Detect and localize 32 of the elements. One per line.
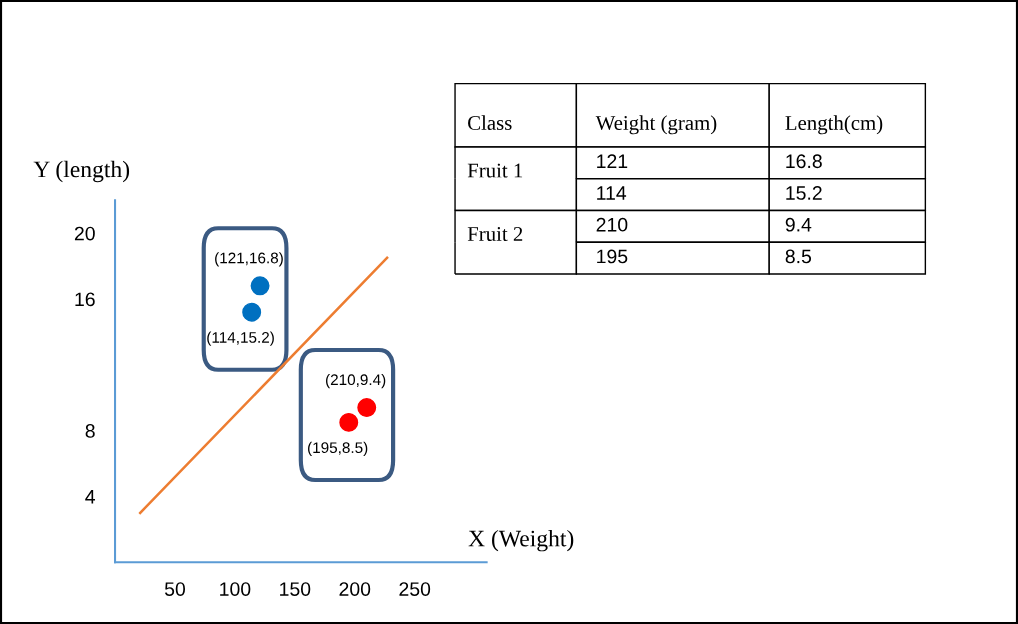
y-axis-title: Y (length) xyxy=(33,160,130,183)
point xyxy=(339,412,359,432)
x-tick-label: 200 xyxy=(339,582,371,596)
data-label: (195,8.5) xyxy=(308,441,368,457)
text: 114 xyxy=(597,186,627,200)
text: 9.4 xyxy=(785,217,812,232)
text: Fruit 2 xyxy=(467,227,523,242)
y-tick-label: 8 xyxy=(85,424,95,438)
y-tick-label: 20 xyxy=(74,226,95,241)
text: Fruit 1 xyxy=(467,163,523,178)
text: Weight (gram) xyxy=(595,115,717,135)
y-tick-label: 4 xyxy=(85,490,96,504)
x-tick-label: 50 xyxy=(164,582,186,596)
y-tick-label: 16 xyxy=(75,292,95,307)
x-axis-title: X (Weight) xyxy=(468,529,574,552)
text: 121 xyxy=(597,154,628,168)
text: 210 xyxy=(596,217,628,232)
data-label: (210,9.4) xyxy=(326,373,386,389)
text: 15.2 xyxy=(786,186,822,200)
text: 195 xyxy=(597,249,628,264)
data-label: (114,15.2) xyxy=(207,331,274,346)
x-tick-label: 150 xyxy=(280,582,311,596)
text: Class xyxy=(468,115,512,130)
text: 16.8 xyxy=(786,154,822,169)
text: 8.5 xyxy=(785,249,812,264)
x-tick-label: 100 xyxy=(220,582,251,596)
point xyxy=(357,398,377,418)
data-label: (121,16.8) xyxy=(215,252,283,267)
text: Length(cm) xyxy=(785,115,883,135)
point xyxy=(242,302,262,322)
point xyxy=(250,276,270,296)
x-tick-label: 250 xyxy=(399,582,431,596)
